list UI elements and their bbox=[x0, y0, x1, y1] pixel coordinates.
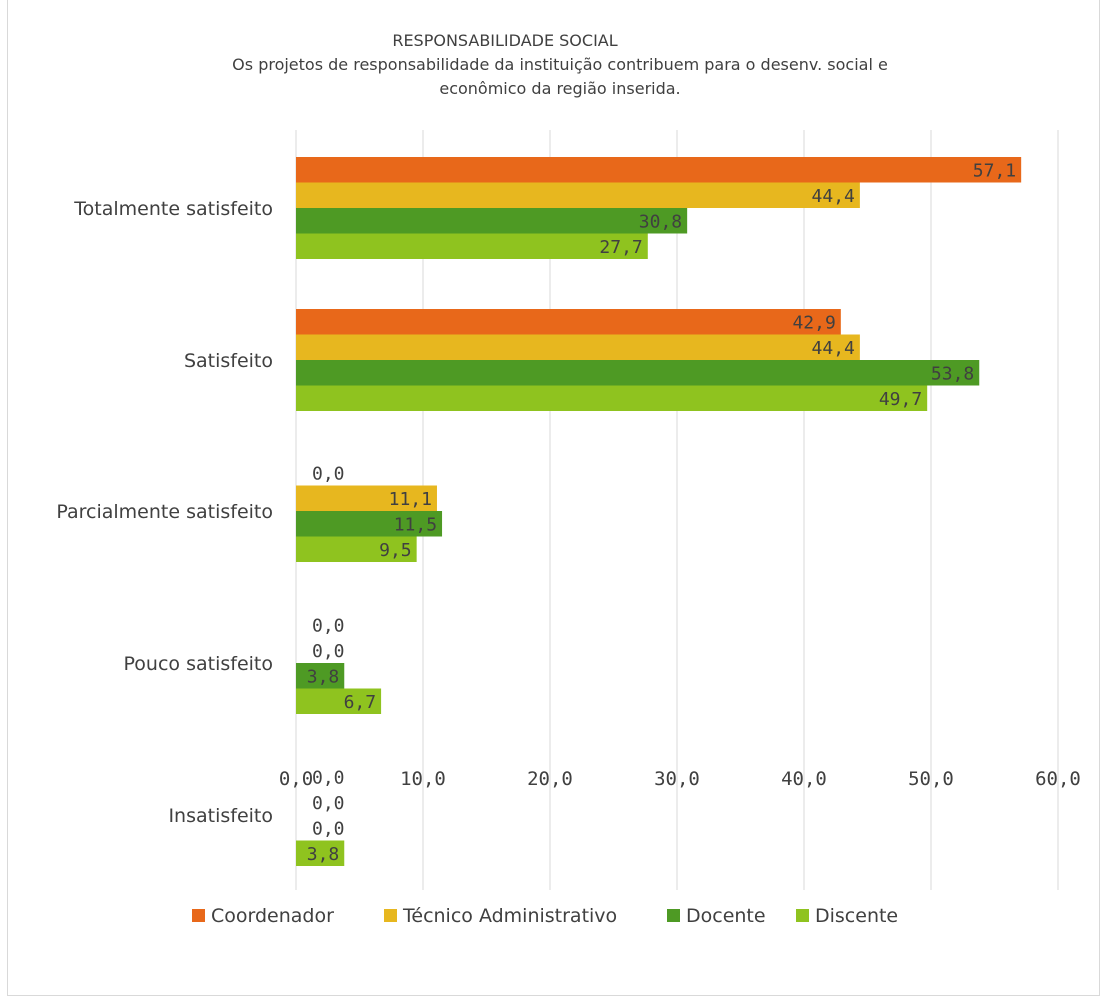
bar bbox=[296, 663, 345, 689]
legend-swatch bbox=[667, 909, 680, 922]
legend-label: Discente bbox=[815, 905, 898, 927]
data-labels: 57,1 44,4 30,8 27,7 42,9 44,4 53,8 49,7 0,0 11,1 1… bbox=[307, 161, 1016, 866]
bar bbox=[296, 182, 860, 208]
x-tick-label: 10,0 bbox=[400, 768, 446, 790]
data-label: 6,7 bbox=[344, 692, 377, 713]
data-label: 11,5 bbox=[394, 515, 437, 536]
data-label: 42,9 bbox=[792, 313, 835, 334]
category-label: Totalmente satisfeito bbox=[73, 198, 273, 220]
x-axis-ticks: 0,0 10,0 20,0 30,0 40,0 50,0 60,0 bbox=[279, 768, 1081, 790]
x-tick-label: 0,0 bbox=[279, 768, 313, 790]
legend-swatch bbox=[192, 909, 205, 922]
data-label: 0,0 bbox=[312, 768, 345, 789]
chart-subtitle-line-2: econômico da região inserida. bbox=[439, 79, 680, 98]
data-label: 9,5 bbox=[379, 540, 412, 561]
bar bbox=[296, 485, 437, 511]
data-label: 0,0 bbox=[312, 641, 345, 662]
data-label: 27,7 bbox=[599, 237, 642, 258]
bar bbox=[296, 385, 928, 411]
bars bbox=[296, 157, 1022, 866]
category-label: Insatisfeito bbox=[168, 805, 273, 827]
data-label: 44,4 bbox=[812, 186, 855, 207]
bar bbox=[296, 233, 648, 259]
legend-label: Técnico Administrativo bbox=[402, 905, 617, 927]
data-label: 3,8 bbox=[307, 844, 340, 865]
legend-swatch bbox=[384, 909, 397, 922]
bar bbox=[296, 511, 443, 537]
bar bbox=[296, 688, 382, 714]
chart-subtitle-line-1: Os projetos de responsabilidade da insti… bbox=[232, 55, 888, 74]
bar bbox=[296, 309, 841, 335]
x-tick-label: 20,0 bbox=[527, 768, 573, 790]
chart-title: RESPONSABILIDADE SOCIAL bbox=[392, 31, 617, 50]
legend: Coordenador Técnico Administrativo Docente… bbox=[192, 905, 898, 927]
x-tick-label: 40,0 bbox=[781, 768, 827, 790]
data-label: 30,8 bbox=[639, 212, 682, 233]
chart-title-group: RESPONSABILIDADE SOCIAL Os projetos de r… bbox=[232, 31, 888, 98]
bar bbox=[296, 157, 1022, 183]
category-label: Satisfeito bbox=[184, 350, 273, 372]
legend-label: Docente bbox=[686, 905, 766, 927]
data-label: 49,7 bbox=[879, 389, 922, 410]
legend-label: Coordenador bbox=[211, 905, 334, 927]
data-label: 0,0 bbox=[312, 819, 345, 840]
bar bbox=[296, 334, 860, 360]
bar bbox=[296, 208, 688, 234]
data-label: 0,0 bbox=[312, 793, 345, 814]
category-label: Pouco satisfeito bbox=[124, 653, 273, 675]
category-labels: Totalmente satisfeito Satisfeito Parcialme… bbox=[56, 198, 273, 827]
data-label: 3,8 bbox=[307, 667, 340, 688]
category-label: Parcialmente satisfeito bbox=[56, 501, 273, 523]
data-label: 57,1 bbox=[973, 161, 1016, 182]
data-label: 44,4 bbox=[812, 338, 855, 359]
legend-swatch bbox=[796, 909, 809, 922]
data-label: 11,1 bbox=[389, 489, 432, 510]
data-label: 0,0 bbox=[312, 616, 345, 637]
bar bbox=[296, 360, 980, 386]
bar bbox=[296, 840, 345, 866]
x-tick-label: 60,0 bbox=[1035, 768, 1081, 790]
x-tick-label: 30,0 bbox=[654, 768, 700, 790]
data-label: 0,0 bbox=[312, 464, 345, 485]
data-label: 53,8 bbox=[931, 364, 974, 385]
bar bbox=[296, 536, 417, 562]
x-tick-label: 50,0 bbox=[908, 768, 954, 790]
